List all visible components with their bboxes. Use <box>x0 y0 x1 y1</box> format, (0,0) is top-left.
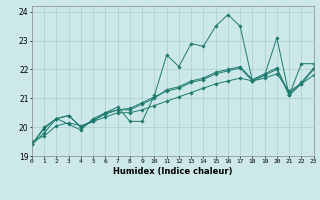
X-axis label: Humidex (Indice chaleur): Humidex (Indice chaleur) <box>113 167 233 176</box>
